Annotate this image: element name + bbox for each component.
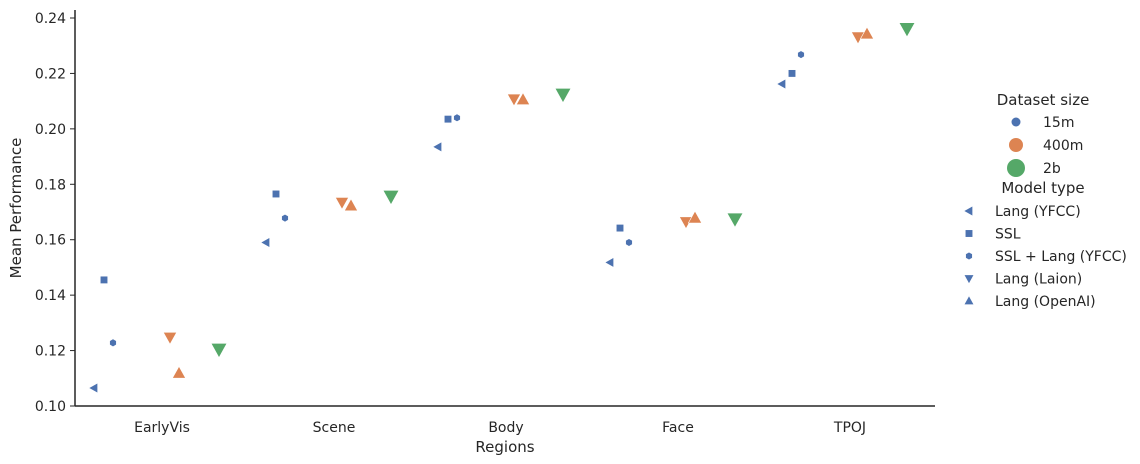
point-body-lang_laion-2b	[554, 88, 572, 104]
legend: Dataset size Model type 15m 400m 2b Lang (Y…	[963, 91, 1127, 310]
point-tpoj-lang_laion-2b	[898, 22, 916, 38]
legend-type-label-ssl: SSL	[995, 227, 1021, 243]
x-tick-labels: EarlyVis Scene Body Face TPOJ	[134, 420, 866, 436]
point-face-lang_yfcc-15m	[604, 256, 614, 268]
point-earlyvis-lang_openai-400m	[171, 365, 187, 379]
point-scene-lang_laion-2b	[382, 190, 400, 206]
legend-size-marker-400m	[1009, 138, 1023, 152]
legend-size-label-2b: 2b	[1043, 161, 1061, 177]
point-face-ssl_lang_yfcc-15m	[625, 238, 633, 247]
legend-size-marker-2b	[1007, 159, 1025, 177]
legend-size-title: Dataset size	[997, 91, 1090, 109]
point-body-lang_laion-400m	[506, 93, 522, 107]
point-body-lang_yfcc-15m	[432, 141, 442, 153]
point-scene-lang_yfcc-15m	[260, 236, 270, 248]
legend-type-marker-lang_yfcc	[963, 205, 973, 217]
point-scene-lang_openai-400m	[343, 198, 359, 212]
point-tpoj-ssl_lang_yfcc-15m	[797, 50, 805, 59]
point-tpoj-ssl-15m	[787, 69, 797, 78]
y-tick-label: 0.20	[35, 122, 66, 138]
x-tick-label-earlyvis: EarlyVis	[134, 420, 190, 436]
point-scene-ssl-15m	[271, 189, 281, 199]
point-earlyvis-ssl_lang_yfcc-15m	[109, 338, 117, 348]
point-body-ssl-15m	[443, 115, 453, 124]
y-tick-label: 0.12	[35, 344, 66, 360]
legend-type-marker-ssl_lang_yfcc	[965, 251, 973, 261]
legend-type-marker-lang_laion	[963, 274, 975, 285]
point-face-lang_laion-2b	[726, 212, 744, 228]
legend-type-label-ssl_lang_yfcc: SSL + Lang (YFCC)	[995, 249, 1127, 265]
point-tpoj-lang_openai-400m	[859, 26, 875, 40]
point-body-lang_openai-400m	[515, 92, 531, 105]
point-tpoj-lang_yfcc-15m	[776, 78, 786, 90]
legend-size-label-15m: 15m	[1043, 115, 1074, 131]
x-tick-label-tpoj: TPOJ	[833, 420, 866, 436]
point-earlyvis-lang_laion-400m	[162, 332, 178, 345]
y-tick-label: 0.22	[35, 66, 66, 82]
y-tick-label: 0.16	[35, 233, 66, 249]
point-face-lang_openai-400m	[687, 210, 703, 224]
x-axis-title: Regions	[475, 438, 534, 456]
y-axis-title: Mean Performance	[7, 138, 25, 279]
point-earlyvis-lang_laion-2b	[210, 343, 228, 359]
y-tick-labels: 0.10 0.12 0.14 0.16 0.18 0.20 0.22 0.24	[35, 11, 75, 415]
data-points	[88, 22, 916, 394]
legend-type-marker-ssl	[964, 229, 974, 238]
legend-type-marker-lang_openai	[963, 295, 975, 305]
x-tick-label-face: Face	[662, 420, 694, 436]
y-tick-label: 0.24	[35, 11, 66, 27]
x-tick-label-scene: Scene	[313, 420, 356, 436]
legend-type-label-lang_yfcc: Lang (YFCC)	[995, 204, 1081, 220]
point-earlyvis-lang_yfcc-15m	[88, 382, 98, 394]
legend-items: 15m 400m 2b Lang (YFCC) SSL SSL + Lang (YFCC)…	[963, 115, 1127, 310]
y-tick-label: 0.18	[35, 177, 66, 193]
point-earlyvis-ssl-15m	[99, 275, 109, 284]
legend-type-label-lang_openai: Lang (OpenAI)	[995, 294, 1096, 310]
point-body-ssl_lang_yfcc-15m	[453, 113, 461, 123]
point-scene-ssl_lang_yfcc-15m	[281, 213, 289, 223]
point-scene-lang_laion-400m	[334, 197, 350, 210]
legend-type-label-lang_laion: Lang (Laion)	[995, 272, 1082, 288]
x-tick-label-body: Body	[488, 420, 523, 436]
y-tick-label: 0.14	[35, 288, 66, 304]
legend-size-label-400m: 400m	[1043, 138, 1083, 154]
legend-size-marker-15m	[1011, 117, 1021, 127]
point-face-ssl-15m	[615, 224, 625, 233]
plot-axes	[74, 10, 935, 407]
legend-type-title: Model type	[1001, 179, 1084, 197]
y-tick-label: 0.10	[35, 399, 66, 415]
